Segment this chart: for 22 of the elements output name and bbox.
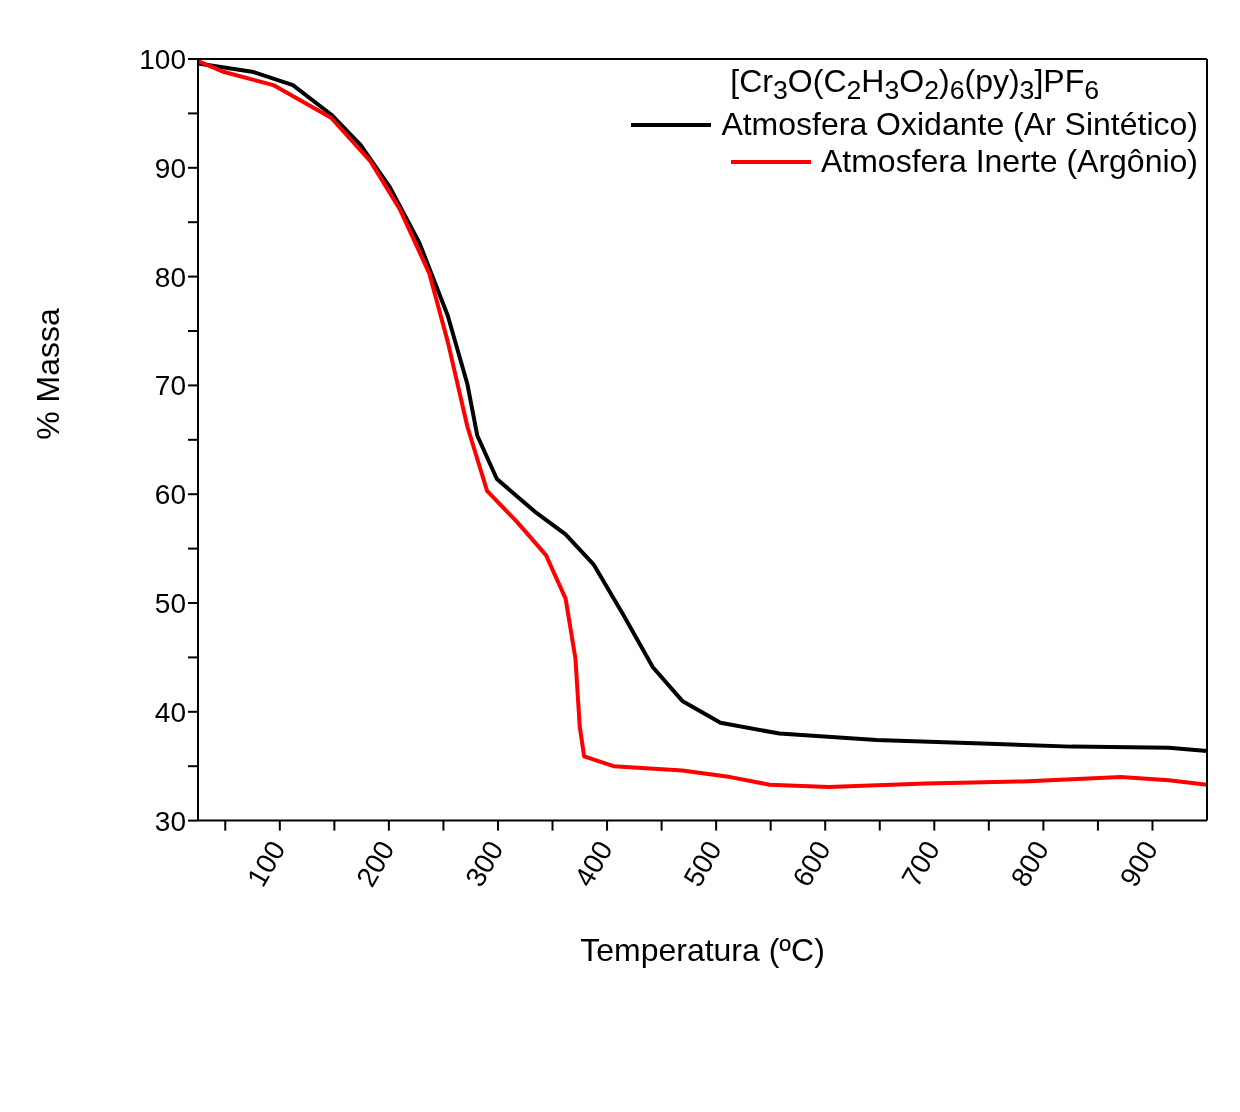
y-tick-label: 50 bbox=[154, 587, 186, 619]
y-tick-label: 60 bbox=[154, 479, 186, 511]
y-tick-label: 30 bbox=[154, 805, 186, 837]
x-tick-label: 300 bbox=[459, 835, 510, 892]
y-tick-label: 70 bbox=[154, 370, 186, 402]
text: [Cr$_{3}$O(C$_{2}$H$_{3}$O$_{2}$)$_{6}$(py)$_{3}$]PF$_{6}$ bbox=[730, 63, 1100, 106]
x-tick-label: 100 bbox=[241, 835, 292, 892]
x-axis-title: Temperatura (ºC) bbox=[580, 931, 825, 968]
y-tick-label: 100 bbox=[139, 43, 186, 75]
y-tick-label: 40 bbox=[154, 696, 186, 728]
x-tick-label: 400 bbox=[568, 835, 619, 892]
legend-label: Atmosfera Oxidante (Ar Sintético) bbox=[721, 106, 1198, 144]
x-tick-label: 900 bbox=[1113, 835, 1165, 892]
x-tick-label: 600 bbox=[786, 835, 837, 892]
x-tick-label: 700 bbox=[895, 835, 946, 892]
legend-label: Atmosfera Inerte (Argônio) bbox=[820, 143, 1198, 181]
y-axis-title: % Massa bbox=[30, 308, 67, 440]
x-tick-label: 200 bbox=[350, 835, 401, 892]
y-tick-label: 80 bbox=[154, 261, 186, 293]
x-tick-label: 800 bbox=[1004, 835, 1055, 892]
y-tick-label: 90 bbox=[154, 152, 186, 184]
x-tick-label: 500 bbox=[677, 835, 728, 892]
